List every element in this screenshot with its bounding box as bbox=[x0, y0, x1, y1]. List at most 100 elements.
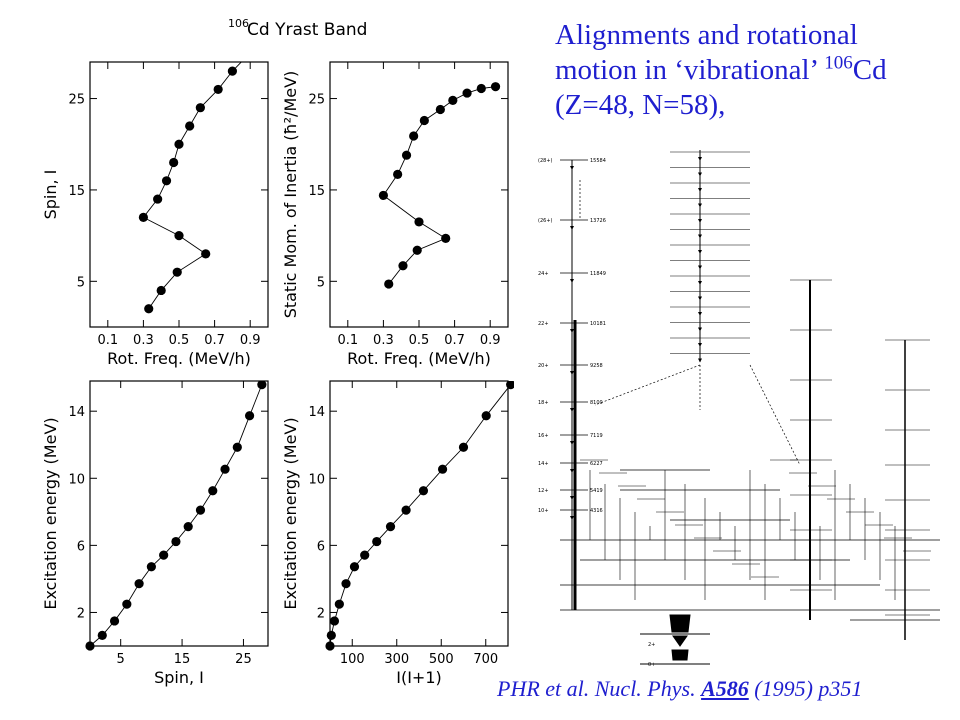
chart-0-frame bbox=[89, 61, 269, 328]
chart-0-point bbox=[201, 249, 211, 259]
level-label-0plus: 0+ bbox=[648, 662, 655, 668]
chart-2-frame bbox=[89, 380, 269, 647]
gsb-spin-label: (28+) bbox=[538, 158, 553, 164]
chart-1-point bbox=[409, 131, 419, 141]
chart-2-point bbox=[183, 521, 193, 532]
chart-2-ytick-label: 2 bbox=[77, 606, 85, 621]
chart-1-point bbox=[448, 95, 458, 105]
chart-2-point bbox=[195, 505, 206, 515]
chart-1-xtick-label: 0.5 bbox=[409, 333, 430, 348]
chart-3-ytick-label: 14 bbox=[308, 405, 325, 420]
level-scheme-details bbox=[560, 151, 931, 616]
gsb-arrowhead bbox=[570, 441, 574, 445]
chart-3-point bbox=[506, 381, 514, 390]
heading-line-1: Alignments and rotational bbox=[555, 19, 858, 51]
chart-3-xlabel: I(I+1) bbox=[396, 668, 442, 687]
gsb-spin-label: 20+ bbox=[538, 363, 549, 369]
citation: PHR et al. Nucl. Phys. A586 (1995) p351 bbox=[497, 676, 957, 702]
gsb-arrowhead bbox=[570, 371, 574, 375]
gsb-spin-label: 18+ bbox=[538, 400, 549, 406]
citation-volume-link[interactable]: A586 bbox=[701, 676, 749, 701]
gsb-energy-label: 6227 bbox=[590, 461, 603, 467]
chart-0-xtick-label: 0.5 bbox=[169, 333, 190, 348]
gsb-spin-label: 16+ bbox=[538, 433, 549, 439]
chart-0-point bbox=[195, 103, 205, 113]
chart-2-xlabel: Spin, I bbox=[154, 668, 204, 687]
gsb-energy-label: 4316 bbox=[590, 508, 603, 514]
chart-1-point bbox=[462, 88, 472, 98]
chart-3-ytick-label: 10 bbox=[308, 472, 325, 487]
chart-1-point bbox=[435, 104, 445, 115]
chart-3-point bbox=[418, 486, 429, 496]
gsb-energy-label: 7119 bbox=[590, 433, 603, 439]
figure-title: Cd Yrast Band bbox=[247, 20, 367, 40]
chart-0-xlabel: Rot. Freq. (MeV/h) bbox=[107, 349, 251, 368]
band-arrowhead bbox=[698, 327, 702, 332]
chart-0-point bbox=[174, 139, 184, 149]
chart-1-xtick-label: 0.7 bbox=[444, 333, 465, 348]
heading-line-3: (Z=48, N=58), bbox=[555, 89, 726, 121]
chart-2-point bbox=[171, 536, 181, 547]
gsb-arrowhead bbox=[570, 408, 574, 412]
chart-2-point bbox=[208, 486, 218, 496]
chart-1-point bbox=[414, 217, 424, 227]
chart-0-point bbox=[138, 212, 148, 222]
chart-3-point bbox=[401, 505, 411, 515]
chart-1-point bbox=[412, 245, 422, 255]
band-arrowhead bbox=[698, 172, 702, 177]
chart-3-xtick-label: 700 bbox=[473, 652, 498, 667]
chart-2-xtick-label: 25 bbox=[235, 652, 252, 667]
chart-0-ytick-label: 25 bbox=[68, 93, 85, 108]
band-arrowhead bbox=[698, 358, 702, 363]
chart-0-point bbox=[246, 48, 255, 57]
gsb-energy-label: 5419 bbox=[590, 488, 603, 494]
band-arrowhead bbox=[698, 296, 702, 301]
chart-0-ytick-label: 5 bbox=[77, 275, 85, 290]
chart-0-point bbox=[169, 157, 179, 168]
gsb-energy-label: 11849 bbox=[590, 271, 606, 277]
chart-2-point bbox=[134, 579, 144, 589]
heading-line-2: motion in ‘vibrational’ 106Cd bbox=[555, 53, 955, 88]
chart-1-xtick-label: 0.9 bbox=[480, 333, 501, 348]
chart-2-point bbox=[232, 442, 242, 452]
gsb-arrowhead bbox=[570, 279, 574, 283]
chart-3-point bbox=[360, 550, 370, 560]
chart-1-series-line bbox=[382, 86, 496, 285]
chart-2-point bbox=[122, 599, 132, 609]
heading-element: Cd bbox=[852, 54, 887, 86]
chart-0-series-line bbox=[142, 62, 242, 309]
chart-2-series-line bbox=[89, 384, 263, 647]
chart-2-point bbox=[85, 641, 95, 651]
citation-pages: (1995) p351 bbox=[748, 676, 863, 701]
chart-3-point bbox=[326, 630, 336, 640]
chart-3-frame bbox=[329, 380, 509, 647]
chart-3-point bbox=[325, 641, 335, 651]
figure-title-sup: 106 bbox=[228, 17, 249, 30]
chart-2-ytick-label: 6 bbox=[77, 539, 85, 554]
chart-0-xtick-label: 0.7 bbox=[204, 333, 225, 348]
chart-1-xlabel: Rot. Freq. (MeV/h) bbox=[347, 349, 491, 368]
chart-2-point bbox=[109, 616, 120, 626]
chart-0-point bbox=[227, 66, 237, 76]
chart-1-point bbox=[393, 169, 403, 179]
chart-1-xtick-label: 0.3 bbox=[373, 333, 394, 348]
chart-3-point bbox=[385, 521, 396, 532]
chart-1-ytick-label: 5 bbox=[317, 275, 325, 290]
level-scheme-labels: 2+ 0+ (28+) 15584 (26+) 13726 24+ 11849 22+ 101… bbox=[538, 158, 655, 668]
gsb-energy-label: 15584 bbox=[590, 158, 606, 164]
band-arrowhead bbox=[698, 203, 702, 208]
heading-mass-number: 106 bbox=[824, 52, 853, 74]
chart-3-point bbox=[349, 562, 360, 572]
chart-1-point bbox=[398, 261, 408, 271]
chart-1-point bbox=[378, 190, 388, 201]
chart-3-ytick-label: 6 bbox=[317, 539, 325, 554]
chart-2-xtick-label: 15 bbox=[174, 652, 191, 667]
chart-0-point bbox=[153, 194, 163, 204]
chart-2-ytick-label: 14 bbox=[68, 405, 85, 420]
chart-3-xtick-label: 500 bbox=[429, 652, 454, 667]
chart-3-point bbox=[481, 411, 491, 421]
gsb-arrowhead bbox=[570, 329, 574, 333]
band-arrowhead bbox=[698, 265, 702, 270]
band-arrowhead bbox=[698, 343, 702, 347]
chart-0-ytick-label: 15 bbox=[68, 184, 85, 199]
